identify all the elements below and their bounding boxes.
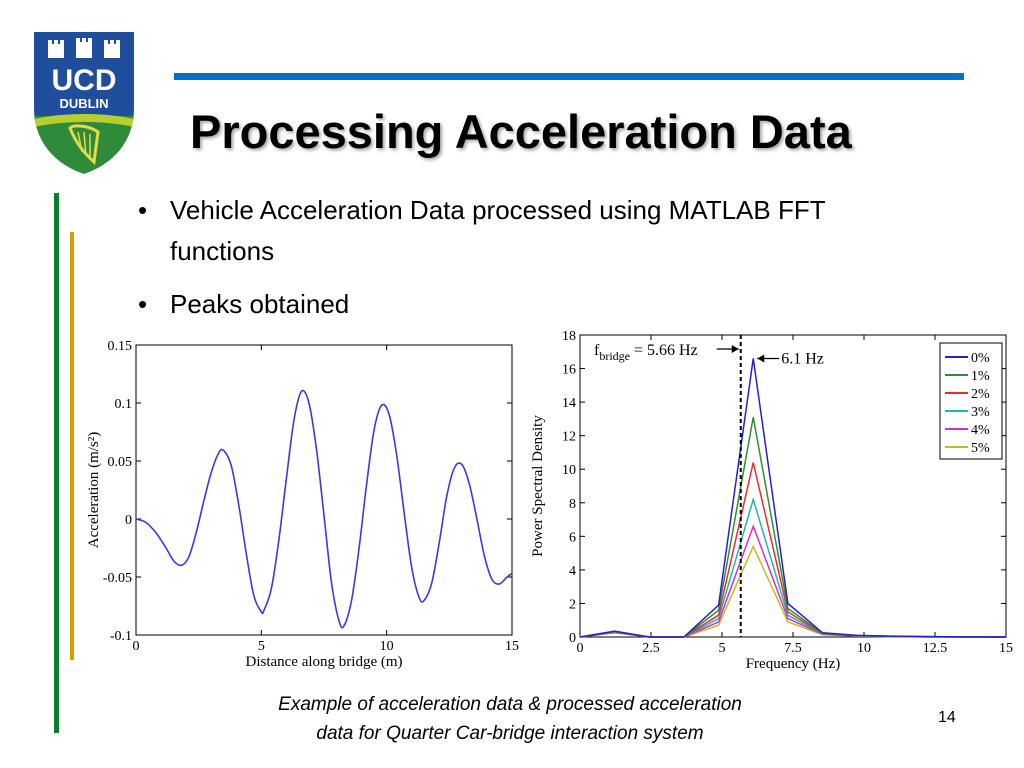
plot-frame xyxy=(135,344,513,636)
y-tick-label: 12 xyxy=(562,430,576,445)
caption-line-2: data for Quarter Car-bridge interaction … xyxy=(316,723,704,744)
x-tick-label: 12.5 xyxy=(923,641,948,656)
y-tick-label: 0.15 xyxy=(108,339,133,354)
x-tick-label: 2.5 xyxy=(642,641,660,656)
y-tick-label: 10 xyxy=(562,463,576,478)
y-tick-label: -0.1 xyxy=(110,629,132,644)
bullet-list: • Vehicle Acceleration Data processed us… xyxy=(138,190,938,337)
y-tick-label: 0 xyxy=(125,513,132,528)
y-tick-label: 0 xyxy=(569,631,576,646)
bullet-text: Peaks obtained xyxy=(170,289,350,319)
x-tick-label: 0 xyxy=(577,641,584,656)
y-tick-label: 6 xyxy=(569,530,576,545)
legend-label: 4% xyxy=(971,423,990,438)
x-axis-label: Frequency (Hz) xyxy=(746,656,841,672)
legend-label: 5% xyxy=(971,441,990,456)
f-bridge-arrowhead-icon xyxy=(731,345,739,353)
bullet-item: • Peaks obtained xyxy=(138,284,938,325)
slide-title: Processing Acceleration Data xyxy=(190,105,852,158)
y-tick-label: 8 xyxy=(569,497,576,512)
f-bridge-annotation: fbridge = 5.66 Hz xyxy=(594,342,698,363)
page-number: 14 xyxy=(938,709,956,726)
x-tick-label: 7.5 xyxy=(784,641,802,656)
y-tick-label: 0.05 xyxy=(108,455,133,470)
bullet-text: Vehicle Acceleration Data processed usin… xyxy=(170,195,826,266)
psd-series-line-0pct xyxy=(579,358,1007,638)
psd-chart: 0 2.5 5 7.5 10 12.5 15 0 2 4 6 8 10 12 14 16 18 Frequency… xyxy=(530,329,1013,672)
caption-line-1: Example of acceleration data & processed… xyxy=(278,694,742,715)
x-tick-label: 15 xyxy=(999,641,1013,656)
y-tick-label: 4 xyxy=(569,564,576,579)
logo-text-ucd: UCD xyxy=(52,64,117,97)
peak-arrowhead-icon xyxy=(757,354,765,363)
title-accent-bar xyxy=(174,73,964,80)
harp-icon xyxy=(68,124,100,166)
plot-frame xyxy=(579,334,1007,638)
side-bar-green xyxy=(54,193,59,733)
peak-annotation: 6.1 Hz xyxy=(781,350,824,367)
x-tick-label: 10 xyxy=(380,639,394,654)
y-axis-label: Acceleration (m/s²) xyxy=(86,432,102,549)
side-bar-yellow xyxy=(70,232,74,660)
y-tick-label: -0.05 xyxy=(103,571,132,586)
x-tick-label: 5 xyxy=(719,641,726,656)
figure-caption: Example of acceleration data & processed… xyxy=(200,690,820,748)
y-tick-label: 2 xyxy=(569,597,576,612)
ucd-logo: UCD DUBLIN xyxy=(34,32,134,174)
acceleration-chart: 0 5 10 15 -0.1 -0.05 0 0.05 0.1 0.15 Distance alon… xyxy=(86,339,519,670)
y-axis-label: Power Spectral Density xyxy=(530,415,546,557)
legend-box xyxy=(939,342,1003,460)
bullet-dot-icon: • xyxy=(138,289,148,319)
x-tick-label: 0 xyxy=(133,639,140,654)
bullet-dot-icon: • xyxy=(138,195,148,225)
x-tick-label: 5 xyxy=(258,639,265,654)
y-tick-label: 0.1 xyxy=(115,397,133,412)
shield-yellow-band xyxy=(34,114,134,128)
acceleration-series-line xyxy=(135,389,513,629)
y-tick-label: 16 xyxy=(562,363,576,378)
bullet-item: • Vehicle Acceleration Data processed us… xyxy=(138,190,938,272)
x-tick-label: 10 xyxy=(857,641,871,656)
legend-label: 3% xyxy=(971,405,990,420)
legend-label: 0% xyxy=(971,351,990,366)
x-axis-label: Distance along bridge (m) xyxy=(245,654,402,670)
x-tick-label: 15 xyxy=(505,639,519,654)
legend-label: 1% xyxy=(971,369,990,384)
legend-label: 2% xyxy=(971,387,990,402)
logo-text-dublin: DUBLIN xyxy=(59,96,108,111)
castle-icons xyxy=(48,38,120,58)
y-tick-label: 14 xyxy=(562,396,576,411)
y-tick-label: 18 xyxy=(562,329,576,344)
